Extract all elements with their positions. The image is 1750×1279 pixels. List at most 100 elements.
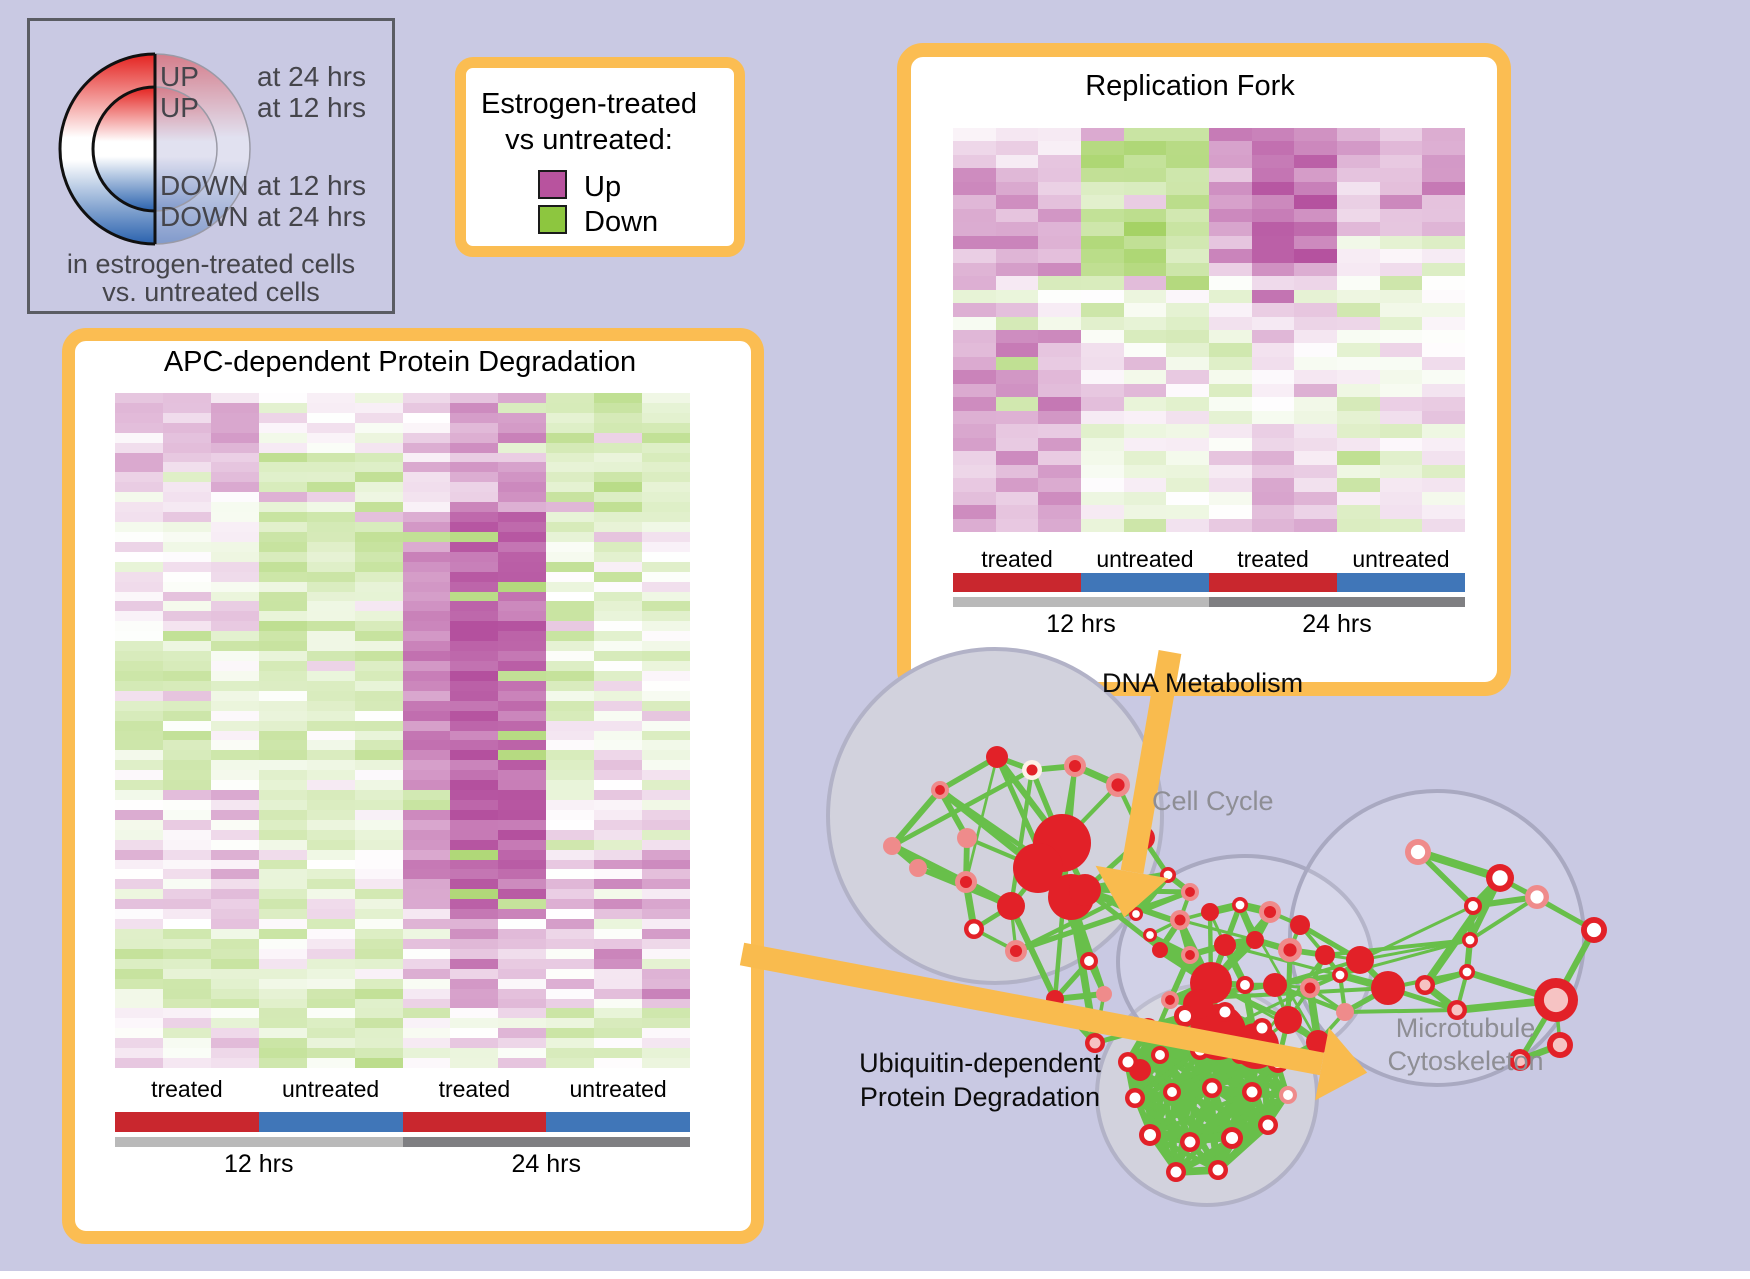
heatmap-cell [642, 760, 690, 771]
gene-node-center [1462, 967, 1472, 977]
gene-node-center [1146, 931, 1154, 939]
heatmap-cell [354, 710, 403, 721]
heatmap-cell [162, 591, 211, 602]
arrow-head [1095, 865, 1169, 918]
heatmap-cell [1166, 505, 1209, 519]
heatmap-cell [642, 561, 690, 572]
heatmap-cell [1081, 505, 1124, 519]
heatmap-cell [306, 720, 355, 731]
heatmap-cell [498, 402, 547, 413]
heatmap-cell [1379, 168, 1423, 182]
heatmap-cell [1251, 289, 1295, 304]
heatmap-cell [162, 740, 211, 751]
time-label: at 24 hrs [257, 61, 366, 92]
heatmap-cell [546, 958, 595, 969]
figure-bottom-margin [0, 1271, 1750, 1279]
heatmap-cell [642, 1018, 690, 1029]
heatmap-cell [354, 809, 403, 820]
heatmap-cell [546, 502, 595, 513]
heatmap-cell [210, 839, 259, 850]
heatmap-cell [354, 859, 403, 870]
heatmap-cell [1294, 424, 1337, 438]
heatmap-cell [115, 661, 163, 671]
heatmap-cell [1209, 168, 1252, 182]
gene-node-center [1206, 1082, 1218, 1094]
heatmap-cell [1209, 424, 1252, 438]
heatmap-cell [210, 929, 259, 939]
heatmap-cell [498, 750, 547, 761]
heatmap-cell [210, 462, 259, 473]
heatmap-cell [258, 512, 307, 523]
heatmap-cell [402, 819, 451, 830]
edge [1015, 889, 1191, 954]
heatmap-cell [354, 879, 403, 890]
heatmap-cell [546, 968, 595, 979]
heatmap-cell [1038, 128, 1081, 142]
heatmap-cell [210, 899, 259, 910]
heatmap-cell [642, 790, 690, 800]
heatmap-cell [1422, 370, 1465, 384]
heatmap-cell [546, 710, 595, 721]
heatmap-cell [258, 750, 307, 761]
heatmap-cell [1209, 154, 1252, 169]
heatmap-cell [210, 790, 259, 800]
heatmap-cell [1294, 316, 1337, 330]
heatmap-cell [642, 819, 690, 830]
heatmap-cell [995, 276, 1039, 290]
edge [1008, 904, 1058, 1001]
heatmap-cell [450, 790, 499, 800]
heatmap-cell [210, 938, 259, 949]
gene-node-center [1451, 1004, 1463, 1016]
heatmap-cell [306, 452, 355, 463]
heatmap-cell [1337, 329, 1380, 344]
heatmap-cell [306, 472, 355, 483]
heatmap-cell [1081, 343, 1124, 357]
edge [1344, 1008, 1458, 1014]
heatmap-cell [1166, 478, 1209, 492]
heatmap-cell [306, 929, 355, 939]
heatmap-cell [402, 393, 451, 403]
heatmap-cell [642, 889, 690, 900]
heatmap-cell [450, 402, 499, 413]
heatmap-cell [115, 1038, 163, 1049]
heatmap-cell [115, 849, 163, 860]
heatmap-cell [594, 859, 643, 870]
heatmap-cell [498, 790, 547, 800]
heatmap-cell [306, 859, 355, 870]
heatmap-cell [1038, 222, 1081, 236]
heatmap-cell [1294, 491, 1337, 506]
heatmap-cell [1251, 383, 1295, 398]
heatmap-cell [450, 819, 499, 830]
heatmap-cell [210, 393, 259, 403]
heatmap-cell [642, 482, 690, 493]
heatmap-cell [1251, 424, 1295, 438]
heatmap-cell [546, 631, 595, 642]
heatmap-cell [306, 512, 355, 523]
heatmap-cell [450, 571, 499, 582]
24hr-bar-segment [1209, 597, 1465, 607]
heatmap-cell [642, 651, 690, 661]
heatmap-cell [115, 968, 163, 979]
heatmap-cell [450, 641, 499, 652]
heatmap-cell [162, 958, 211, 969]
heatmap-cell [594, 1058, 643, 1068]
heatmap-cell [258, 492, 307, 503]
heatmap-cell [1337, 289, 1380, 304]
heatmap-cell [450, 1008, 499, 1019]
heatmap-cell [1038, 262, 1081, 277]
heatmap-cell [498, 531, 547, 542]
heatmap-cell [402, 581, 451, 592]
heatmap-cell [402, 1018, 451, 1029]
heatmap-cell [498, 680, 547, 691]
gene-node-center [1335, 970, 1345, 980]
heatmap-cell [546, 859, 595, 870]
heatmap-cell [1294, 141, 1337, 155]
heatmap-cell [594, 720, 643, 731]
heatmap-cell [1337, 343, 1380, 357]
heatmap-cell [354, 571, 403, 582]
gene-node-center [1165, 995, 1175, 1005]
heatmap-cell [354, 512, 403, 523]
heatmap-cell [498, 522, 547, 532]
heatmap-cell [1294, 181, 1337, 196]
